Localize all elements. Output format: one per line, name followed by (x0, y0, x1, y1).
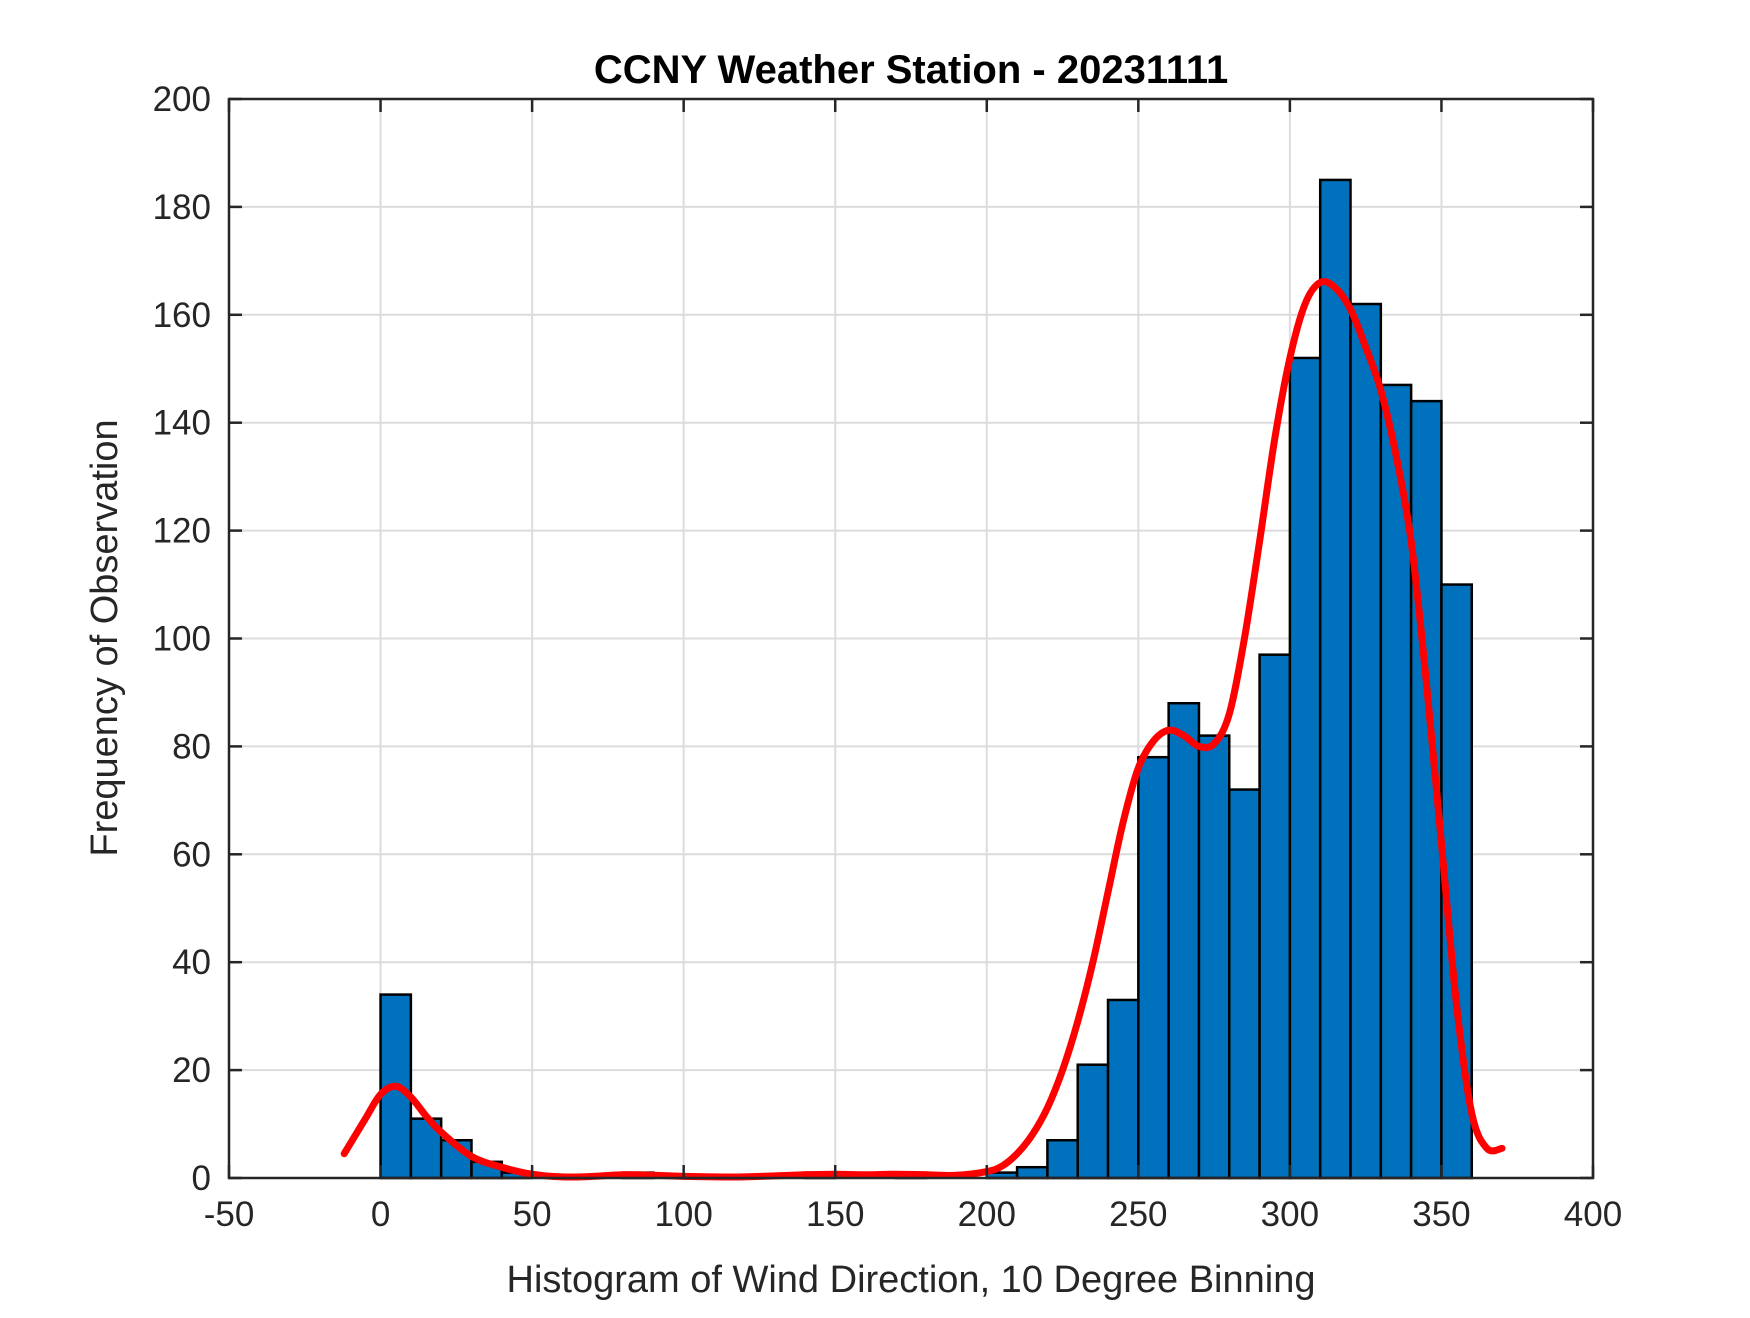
y-tick-label: 200 (153, 80, 211, 119)
y-tick-label: 60 (172, 835, 211, 874)
histogram-bar (1197, 734, 1231, 1180)
x-tick-label: -50 (204, 1195, 255, 1234)
x-tick-label: 300 (1261, 1195, 1319, 1234)
histogram-bar (1106, 998, 1140, 1180)
y-tick-label: 0 (192, 1159, 211, 1198)
x-axis-label: Histogram of Wind Direction, 10 Degree B… (507, 1259, 1316, 1301)
histogram-bar (1318, 178, 1352, 1180)
x-tick-label: 350 (1412, 1195, 1470, 1234)
histogram-bar (1258, 653, 1292, 1180)
x-tick-label: 200 (958, 1195, 1016, 1234)
histogram-bar (1046, 1138, 1079, 1180)
y-tick-label: 180 (153, 188, 211, 227)
x-tick-label: 250 (1109, 1195, 1167, 1234)
y-axis-label: Frequency of Observation (84, 419, 126, 856)
x-tick-label: 100 (654, 1195, 712, 1234)
y-tick-label: 160 (153, 296, 211, 335)
y-tick-label: 80 (172, 727, 211, 766)
y-tick-label: 120 (153, 512, 211, 551)
histogram-bar (1015, 1165, 1049, 1180)
y-tick-label: 140 (153, 404, 211, 443)
x-tick-label: 150 (806, 1195, 864, 1234)
x-tick-label: 400 (1564, 1195, 1622, 1234)
histogram-bar (1288, 356, 1322, 1180)
axis-ticks: -50 0 50 100 150 200 250 300 350 4000204060801001… (153, 80, 1623, 1234)
x-tick-label: 0 (371, 1195, 390, 1234)
histogram-bar (1349, 302, 1383, 1180)
histogram-bar (1076, 1063, 1110, 1180)
histogram-bar (1167, 701, 1201, 1180)
y-tick-label: 100 (153, 620, 211, 659)
histogram-bar (1137, 755, 1170, 1180)
x-tick-label: 50 (513, 1195, 552, 1234)
chart-title: CCNY Weather Station - 20231111 (594, 48, 1228, 92)
y-tick-label: 40 (172, 943, 211, 982)
histogram-bar (1228, 788, 1261, 1180)
y-tick-label: 20 (172, 1051, 211, 1090)
